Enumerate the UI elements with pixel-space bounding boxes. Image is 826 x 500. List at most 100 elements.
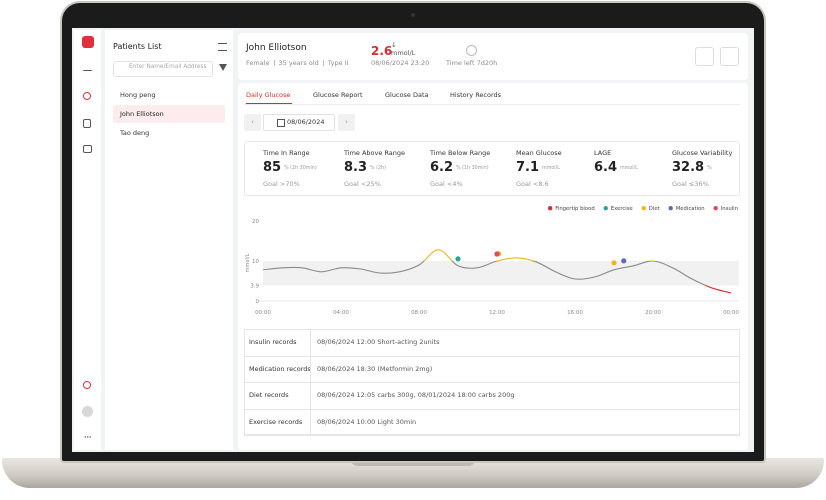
y-tick-label: 3.9 <box>250 283 259 289</box>
record-text: 08/06/2024 12:00 Short-acting 2units <box>317 338 440 346</box>
separator <box>273 60 275 66</box>
next-day-button[interactable]: › <box>338 114 355 131</box>
tab-active[interactable]: Daily Glucose <box>246 91 291 99</box>
patient-item[interactable]: Tao deng <box>120 129 150 137</box>
nav-panel[interactable] <box>83 145 92 153</box>
record-label: Diet records <box>249 391 289 399</box>
nav-add-user[interactable] <box>83 381 91 389</box>
patient-name: John Elliotson <box>246 43 307 53</box>
stat-label: Time Above Range <box>344 149 406 157</box>
table-border <box>244 329 740 435</box>
x-tick-label: 20:00 <box>645 310 661 316</box>
calendar-icon <box>277 119 285 127</box>
nav-more[interactable]: ··· <box>84 433 92 441</box>
stat-value: 6.2 <box>430 160 454 175</box>
search-placeholder[interactable]: Enter Name/Email Address <box>129 64 207 70</box>
y-tick-label: 10 <box>252 259 259 265</box>
stat-unit: mmol/L <box>542 166 560 171</box>
stat-value: 32.8 <box>672 160 705 175</box>
patient-item[interactable]: Hong peng <box>120 91 156 99</box>
add-patient-button[interactable] <box>695 47 714 66</box>
nav-sidebar <box>74 30 101 450</box>
prev-day-button[interactable]: ‹ <box>244 114 261 131</box>
trend-arrow: ↓ <box>391 41 397 49</box>
stat-unit: % (1h 30min) <box>456 166 489 171</box>
record-label: Medication records <box>249 364 311 373</box>
legend-swatch <box>641 206 646 211</box>
x-tick-label: 00:00 <box>723 310 739 316</box>
row-divider <box>244 382 740 383</box>
legend-label: Exercise <box>611 206 633 212</box>
stat-unit: % (2h) <box>370 166 386 171</box>
record-label: Exercise records <box>249 417 303 426</box>
y-axis-label: mmol/L <box>245 253 251 272</box>
nav-glucose[interactable] <box>83 70 92 72</box>
current-glucose: 2.6 <box>371 44 393 58</box>
event-marker <box>494 251 500 257</box>
record-text: 08/06/2024 12:05 carbs 300g, 08/01/2024 … <box>317 391 515 399</box>
date-picker[interactable] <box>263 114 335 131</box>
stat-goal: Goal <25% <box>344 180 381 188</box>
row-divider <box>244 408 740 410</box>
legend-swatch <box>713 206 718 211</box>
stats-card <box>244 141 740 196</box>
time-left: Time left 7d20h <box>446 59 498 67</box>
collapse-button[interactable] <box>218 43 227 51</box>
y-tick-label: 0 <box>256 299 260 305</box>
tab[interactable]: Glucose Data <box>385 91 429 99</box>
tab[interactable]: Glucose Report <box>313 91 363 99</box>
filter-button[interactable] <box>219 64 227 71</box>
record-text: 08/06/2024 10:00 Light 30min <box>317 417 417 426</box>
date-text[interactable]: 08/06/2024 <box>287 118 325 126</box>
app-logo[interactable] <box>82 36 94 48</box>
glucose-chart: 0 3.9 10 20 00:00 04:00 08:00 12:00 16:00 20:00 00… <box>245 206 739 316</box>
glucose-unit: mmol/L <box>391 49 416 57</box>
stat-label: Glucose Variability <box>672 149 733 157</box>
x-tick-label: 08:00 <box>411 310 427 316</box>
nav-avatar[interactable] <box>82 406 93 417</box>
stat-unit: mmol/L <box>620 166 638 171</box>
patients-panel <box>105 30 233 450</box>
event-marker <box>621 258 627 264</box>
record-text: 08/06/2024 18:30 (Metformin 2mg) <box>317 364 433 373</box>
col-divider <box>310 329 311 435</box>
legend-swatch <box>603 206 608 211</box>
stat-label: Time In Range <box>263 149 310 157</box>
x-tick-label: 00:00 <box>255 310 271 316</box>
reading-time: 08/06/2024 23:20 <box>371 59 430 67</box>
stat-label: Mean Glucose <box>516 149 562 157</box>
gender: Female <box>246 59 270 67</box>
tab-underline <box>246 103 292 105</box>
stat-value: 7.1 <box>516 160 540 175</box>
stat-unit: % <box>707 166 712 171</box>
row-divider <box>244 435 740 436</box>
stat-goal: Goal >70% <box>263 180 300 188</box>
tab[interactable]: History Records <box>450 91 502 99</box>
patient-item[interactable]: John Elliotson <box>120 110 164 118</box>
patient-header <box>238 33 748 80</box>
stat-value: 85 <box>263 160 282 175</box>
stat-label: Time Below Range <box>430 149 491 157</box>
legend-label: Insulin <box>721 206 738 212</box>
patient-info: Female 35 years old Type II <box>246 60 349 67</box>
notes-button[interactable] <box>720 47 739 66</box>
stat-value: 8.3 <box>344 160 368 175</box>
nav-patients[interactable] <box>83 92 91 100</box>
legend-label: Medication <box>676 206 705 212</box>
record-label: Insulin records <box>249 338 297 346</box>
stat-unit: % (2h 30min) <box>284 166 317 171</box>
x-tick-label: 04:00 <box>333 310 349 316</box>
target-band <box>263 261 739 286</box>
patients-title: Patients List <box>113 42 162 51</box>
event-marker <box>455 256 461 262</box>
nav-records[interactable] <box>83 119 91 128</box>
stat-label: LAGE <box>594 149 612 157</box>
stat-goal: Goal <8.6 <box>516 180 549 188</box>
search-box[interactable] <box>113 61 213 77</box>
age: 35 years old <box>278 59 319 67</box>
x-tick-label: 16:00 <box>567 310 583 316</box>
stat-value: 6.4 <box>594 160 618 175</box>
separator <box>322 60 324 66</box>
event-marker <box>611 260 617 266</box>
legend-label: Fingertip blood <box>555 206 595 212</box>
